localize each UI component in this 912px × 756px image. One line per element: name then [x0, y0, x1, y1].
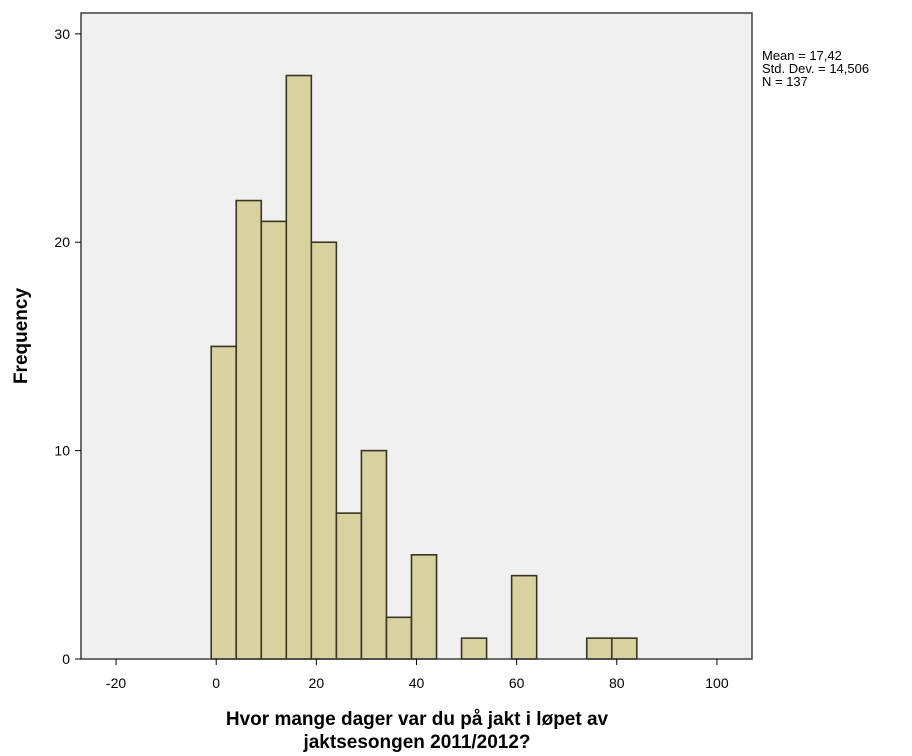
- y-tick-label: 20: [54, 234, 70, 250]
- x-tick-label: 60: [509, 675, 525, 691]
- histogram-bar-0: [210, 345, 238, 660]
- histogram-bars: [210, 74, 638, 660]
- histogram-bar-10: [460, 637, 488, 660]
- y-tick-label: 30: [54, 26, 70, 42]
- x-axis: -20 0 20 40 60 80 100: [106, 659, 729, 691]
- summary-stats: Mean = 17,42 Std. Dev. = 14,506 N = 137: [762, 48, 869, 89]
- y-axis: 0 10 20 30: [54, 26, 81, 667]
- histogram-bar-2: [260, 220, 288, 660]
- histogram-bar-5: [335, 512, 363, 660]
- histogram-bar-7: [385, 616, 413, 660]
- x-tick-label: 100: [705, 675, 729, 691]
- x-axis-title-line-2: jaktsesongen 2011/2012?: [302, 732, 530, 753]
- stats-mean: Mean = 17,42: [762, 48, 842, 63]
- histogram-bar-3: [285, 74, 313, 660]
- y-axis-title: Frequency: [11, 288, 32, 385]
- histogram-bar-16: [610, 637, 638, 660]
- histogram-bar-8: [410, 554, 438, 660]
- x-axis-title-line-1: Hvor mange dager var du på jakt i løpet …: [226, 709, 609, 730]
- histogram-bar-4: [310, 241, 338, 660]
- histogram-bar-15: [585, 637, 613, 660]
- x-tick-label: 0: [212, 675, 220, 691]
- histogram-bar-12: [510, 574, 538, 660]
- stats-n: N = 137: [762, 74, 808, 89]
- stats-std-dev: Std. Dev. = 14,506: [762, 61, 869, 76]
- x-tick-label: 80: [609, 675, 625, 691]
- histogram-bar-1: [235, 199, 263, 660]
- histogram-bar-6: [360, 449, 388, 660]
- x-tick-label: -20: [106, 675, 126, 691]
- x-tick-label: 20: [309, 675, 325, 691]
- y-tick-label: 0: [62, 651, 70, 667]
- y-tick-label: 10: [54, 443, 70, 459]
- plot-area: [81, 13, 752, 659]
- x-tick-label: 40: [409, 675, 425, 691]
